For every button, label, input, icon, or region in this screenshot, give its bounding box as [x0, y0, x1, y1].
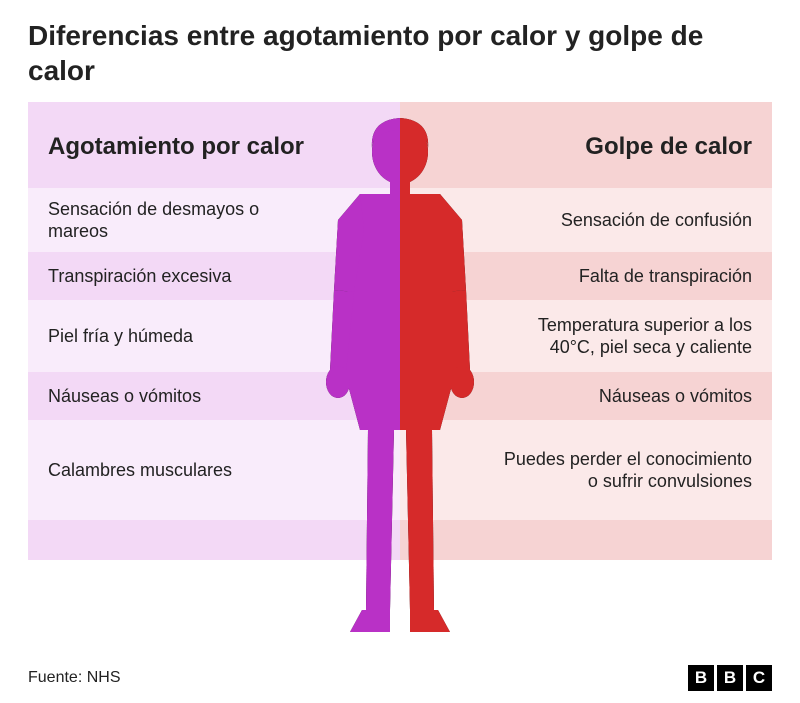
infographic-title: Diferencias entre agotamiento por calor … — [0, 0, 800, 102]
bbc-logo-letter: B — [688, 665, 714, 691]
footer: Fuente: NHS BBC — [28, 665, 772, 691]
bbc-logo-letter: C — [746, 665, 772, 691]
left-symptom-row: Transpiración excesiva — [28, 252, 400, 300]
left-symptom-row: Calambres musculares — [28, 420, 400, 520]
left-symptom-row: Sensación de desmayos o mareos — [28, 188, 400, 252]
comparison-panel: Agotamiento por calorSensación de desmay… — [28, 102, 772, 662]
left-header: Agotamiento por calor — [28, 102, 400, 188]
right-header: Golpe de calor — [400, 102, 772, 188]
filler-stripe — [28, 520, 400, 560]
right-symptom-row: Náuseas o vómitos — [400, 372, 772, 420]
right-symptom-row: Falta de transpiración — [400, 252, 772, 300]
bbc-logo-letter: B — [717, 665, 743, 691]
right-symptom-row: Puedes perder el conocimiento o sufrir c… — [400, 420, 772, 520]
right-symptom-row: Temperatura superior a los 40°C, piel se… — [400, 300, 772, 372]
right-symptom-row: Sensación de confusión — [400, 188, 772, 252]
right-column: Golpe de calorSensación de confusiónFalt… — [400, 102, 772, 662]
left-symptom-row: Piel fría y húmeda — [28, 300, 400, 372]
filler-stripe — [400, 520, 772, 560]
left-symptom-row: Náuseas o vómitos — [28, 372, 400, 420]
bbc-logo: BBC — [688, 665, 772, 691]
source-label: Fuente: NHS — [28, 669, 120, 687]
left-column: Agotamiento por calorSensación de desmay… — [28, 102, 400, 662]
